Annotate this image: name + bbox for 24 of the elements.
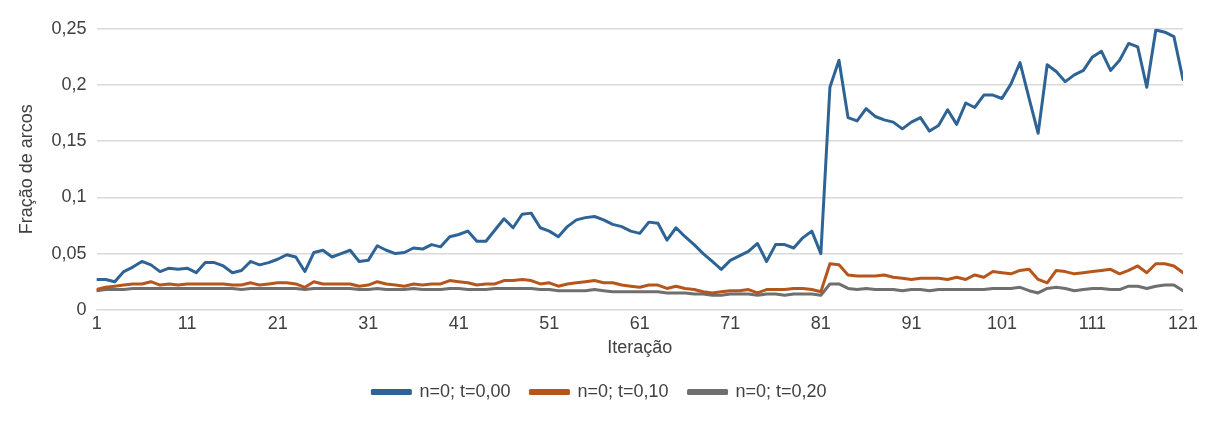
legend-label: n=0; t=0,10 bbox=[577, 380, 669, 401]
y-tick-label: 0,25 bbox=[51, 17, 87, 38]
x-tick-label: 121 bbox=[1167, 312, 1199, 333]
x-tick-label: 51 bbox=[539, 312, 560, 333]
legend-label: n=0; t=0,00 bbox=[419, 380, 511, 401]
x-axis-title: Iteração bbox=[607, 337, 673, 358]
y-axis-title: Fração de arcos bbox=[15, 104, 36, 235]
x-tick-label: 81 bbox=[810, 312, 831, 333]
x-tick-label: 101 bbox=[986, 312, 1017, 333]
y-tick-label: 0,1 bbox=[61, 186, 87, 207]
x-tick-label: 41 bbox=[448, 312, 469, 333]
y-tick-label: 0,05 bbox=[51, 242, 87, 263]
x-tick-label: 1 bbox=[91, 312, 102, 333]
x-tick-label: 91 bbox=[901, 312, 922, 333]
y-tick-label: 0,2 bbox=[61, 73, 87, 94]
legend-label: n=0; t=0,20 bbox=[735, 380, 827, 401]
x-tick-label: 111 bbox=[1078, 312, 1107, 333]
x-tick-label: 21 bbox=[267, 312, 288, 333]
x-tick-label: 61 bbox=[629, 312, 650, 333]
y-tick-label: 0,15 bbox=[51, 130, 87, 151]
x-tick-label: 31 bbox=[358, 312, 379, 333]
y-tick-label: 0 bbox=[76, 298, 87, 319]
x-tick-label: 71 bbox=[720, 312, 741, 333]
x-tick-label: 11 bbox=[177, 312, 197, 333]
